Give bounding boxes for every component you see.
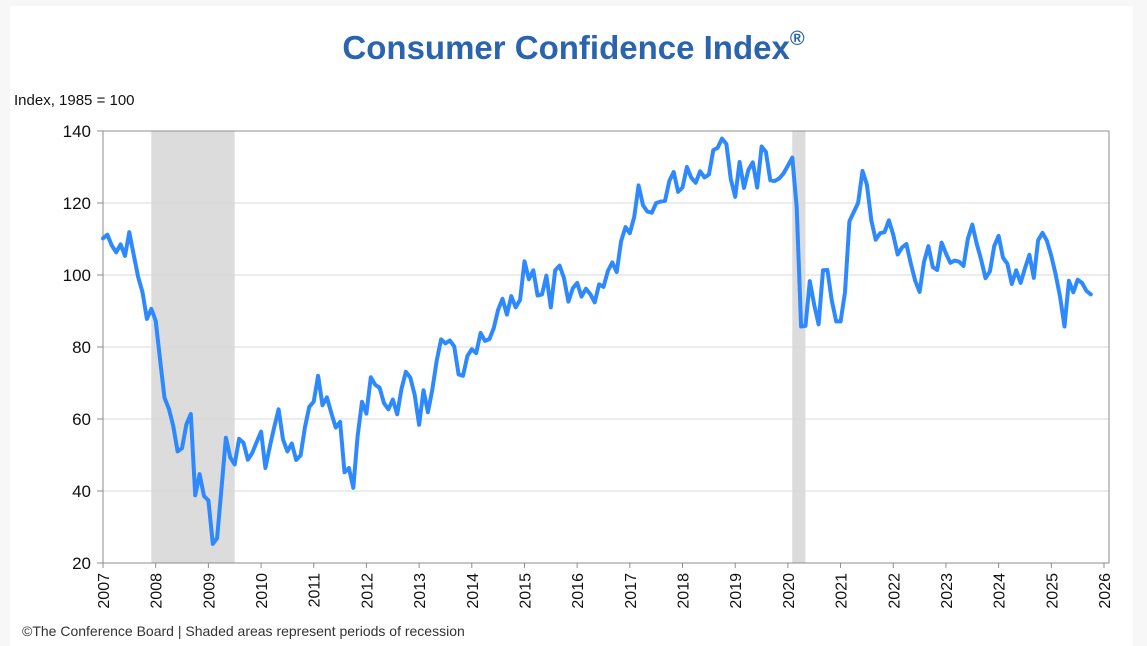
chart-title-text: Consumer Confidence Index	[342, 29, 790, 66]
x-tick-label: 2016	[570, 573, 587, 609]
x-tick-label: 2026	[1097, 573, 1114, 609]
x-tick-label: 2017	[623, 573, 640, 609]
y-tick-label: 60	[72, 410, 91, 429]
series-line-consumer-confidence	[101, 136, 1093, 546]
chart-title: Consumer Confidence Index®	[0, 28, 1147, 67]
x-tick-label: 2012	[359, 573, 376, 609]
footnote: ©The Conference Board | Shaded areas rep…	[22, 623, 465, 639]
x-tick-label: 2015	[517, 573, 534, 609]
x-tick-label: 2020	[781, 573, 798, 609]
x-tick-label: 2018	[676, 573, 693, 609]
y-tick-label: 80	[72, 338, 91, 357]
x-tick-label: 2021	[834, 573, 851, 609]
y-tick-label: 140	[63, 122, 91, 141]
x-axis-ticks: 2007 2008 2009 2010 2011 2012 2013 2014 2015 2016…	[96, 563, 1114, 609]
y-tick-label: 120	[63, 194, 91, 213]
x-tick-label: 2008	[149, 573, 166, 609]
y-tick-label: 40	[72, 482, 91, 501]
x-tick-label: 2023	[939, 573, 956, 609]
x-tick-label: 2013	[412, 573, 429, 609]
x-tick-label: 2022	[886, 573, 903, 609]
y-axis-ticks: 20 40 60 80 100 120 140	[63, 122, 103, 573]
x-tick-label: 2024	[992, 573, 1009, 609]
registered-mark: ®	[789, 28, 805, 50]
x-tick-label: 2011	[307, 573, 324, 608]
x-tick-label: 2025	[1044, 573, 1061, 609]
x-tick-label: 2010	[254, 573, 271, 609]
x-tick-label: 2019	[728, 573, 745, 609]
x-tick-label: 2014	[465, 573, 482, 609]
x-tick-label: 2009	[201, 573, 218, 609]
x-tick-label: 2007	[96, 573, 113, 609]
y-axis-label: Index, 1985 = 100	[14, 92, 135, 109]
y-tick-label: 100	[63, 266, 91, 285]
y-tick-label: 20	[72, 554, 91, 573]
